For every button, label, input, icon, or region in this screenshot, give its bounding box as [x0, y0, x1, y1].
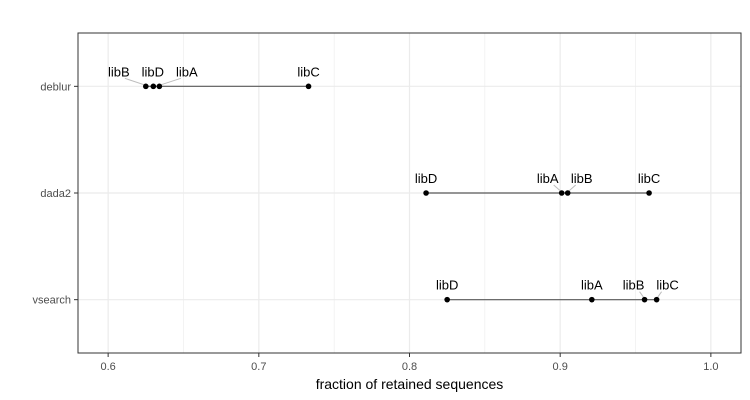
x-tick-label: 0.7: [251, 361, 266, 373]
x-tick-label: 0.8: [402, 361, 417, 373]
data-point: [143, 83, 149, 90]
data-point: [653, 296, 660, 303]
data-point: [444, 296, 450, 303]
data-point: [564, 190, 571, 196]
point-labels: libB libD libA libC libD libA libB libC libD libA…: [108, 64, 679, 292]
y-tick-label: vsearch: [32, 295, 71, 307]
label-leader: [124, 77, 146, 86]
data-point: [423, 190, 429, 196]
point-label: libC: [638, 171, 660, 186]
y-tick-label: dada2: [40, 188, 71, 200]
point-label: libA: [176, 64, 198, 79]
point-label: libA: [537, 171, 559, 186]
point-label: libB: [108, 64, 130, 79]
point-label: libA: [581, 278, 603, 293]
label-leader: [159, 77, 181, 86]
point-label: libD: [142, 64, 164, 79]
point-label: libB: [623, 278, 645, 293]
x-axis-title: fraction of retained sequences: [316, 376, 504, 392]
data-point: [641, 296, 648, 303]
point-label: libB: [571, 171, 593, 186]
x-tick-label: 1.0: [703, 361, 718, 373]
y-axis: deblur dada2 vsearch: [32, 81, 78, 307]
x-axis: 0.6 0.7 0.8 0.9 1.0: [100, 353, 719, 373]
data-point: [589, 296, 595, 303]
data-point: [646, 190, 652, 196]
label-leader-lines: [124, 77, 662, 299]
x-tick-label: 0.9: [553, 361, 568, 373]
data-point: [156, 83, 163, 90]
point-label: libD: [436, 278, 458, 293]
range-segments: [145, 85, 657, 301]
x-tick-label: 0.6: [100, 361, 115, 373]
point-label: libC: [656, 278, 678, 293]
data-point: [150, 83, 157, 90]
point-label: libC: [297, 64, 319, 79]
y-tick-label: deblur: [40, 81, 71, 93]
data-points: [143, 83, 660, 303]
data-point: [558, 190, 565, 196]
point-label: libD: [415, 171, 437, 186]
data-point: [305, 83, 312, 90]
